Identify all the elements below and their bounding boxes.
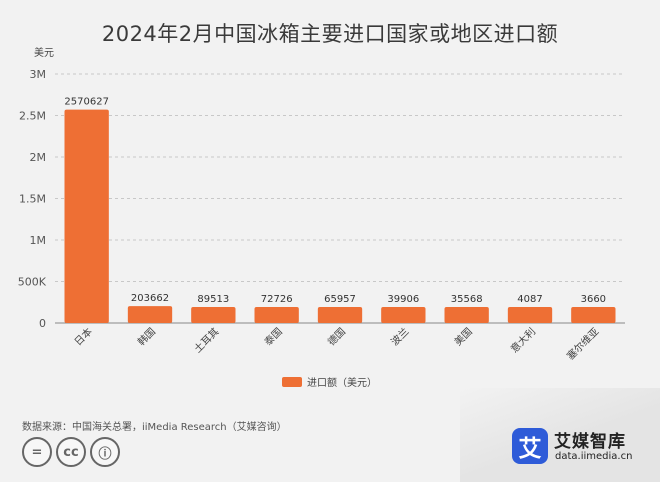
y-tick-label: 1.5M <box>19 193 46 206</box>
y-tick-label: 3M <box>30 68 47 81</box>
equals-icon: = <box>22 437 52 467</box>
x-tick-label: 德国 <box>325 325 348 348</box>
x-tick-label: 塞尔维亚 <box>564 325 601 362</box>
bar-德国 <box>317 307 363 323</box>
y-tick-label: 2M <box>30 151 47 164</box>
bar-塞尔维亚 <box>571 307 616 323</box>
bar-韩国 <box>127 306 173 323</box>
brand-name: 艾媒智库 <box>554 432 626 452</box>
chart-title: 2024年2月中国冰箱主要进口国家或地区进口额 <box>101 22 559 46</box>
data-label: 3660 <box>581 294 606 305</box>
creative-commons-icon: cc <box>56 437 86 467</box>
bar-土耳其 <box>191 307 236 323</box>
x-tick-label: 韩国 <box>135 325 158 348</box>
data-label: 4087 <box>517 294 542 305</box>
data-label: 65957 <box>324 294 356 305</box>
y-tick-label: 2.5M <box>19 110 46 123</box>
data-label: 35568 <box>451 294 483 305</box>
data-label: 72726 <box>261 294 293 305</box>
x-tick-label: 意大利 <box>508 325 538 355</box>
bar-波兰 <box>381 307 426 323</box>
x-tick-label: 土耳其 <box>191 325 221 355</box>
bar-意大利 <box>507 307 553 323</box>
data-label: 203662 <box>131 293 169 304</box>
y-tick-label: 1M <box>30 234 47 247</box>
legend-label: 进口额（美元） <box>307 378 377 389</box>
x-tick-label: 波兰 <box>388 325 411 348</box>
data-label: 39906 <box>387 294 419 305</box>
license-icons: = cc ⓘ <box>22 437 120 467</box>
source-note: 数据来源：中国海关总署，iiMedia Research（艾媒咨询） <box>22 422 287 433</box>
bar-美国 <box>444 307 489 323</box>
y-tick-label: 500K <box>18 276 47 289</box>
legend-swatch <box>282 376 302 387</box>
legend[interactable]: 进口额（美元） <box>282 374 377 389</box>
x-tick-label: 泰国 <box>261 325 284 348</box>
data-label: 89513 <box>197 294 229 305</box>
brand-background <box>460 388 660 482</box>
bar-泰国 <box>254 307 299 323</box>
bar-日本 <box>64 109 109 323</box>
data-label: 2570627 <box>64 97 109 108</box>
y-axis-label: 美元 <box>34 46 54 59</box>
attribution-person-icon: ⓘ <box>90 437 120 467</box>
brand-logo-icon: 艾 <box>512 428 548 464</box>
brand-url[interactable]: data.iimedia.cn <box>555 451 633 462</box>
x-tick-label: 美国 <box>451 325 474 348</box>
x-tick-label: 日本 <box>71 325 94 348</box>
y-tick-label: 0 <box>39 317 46 330</box>
